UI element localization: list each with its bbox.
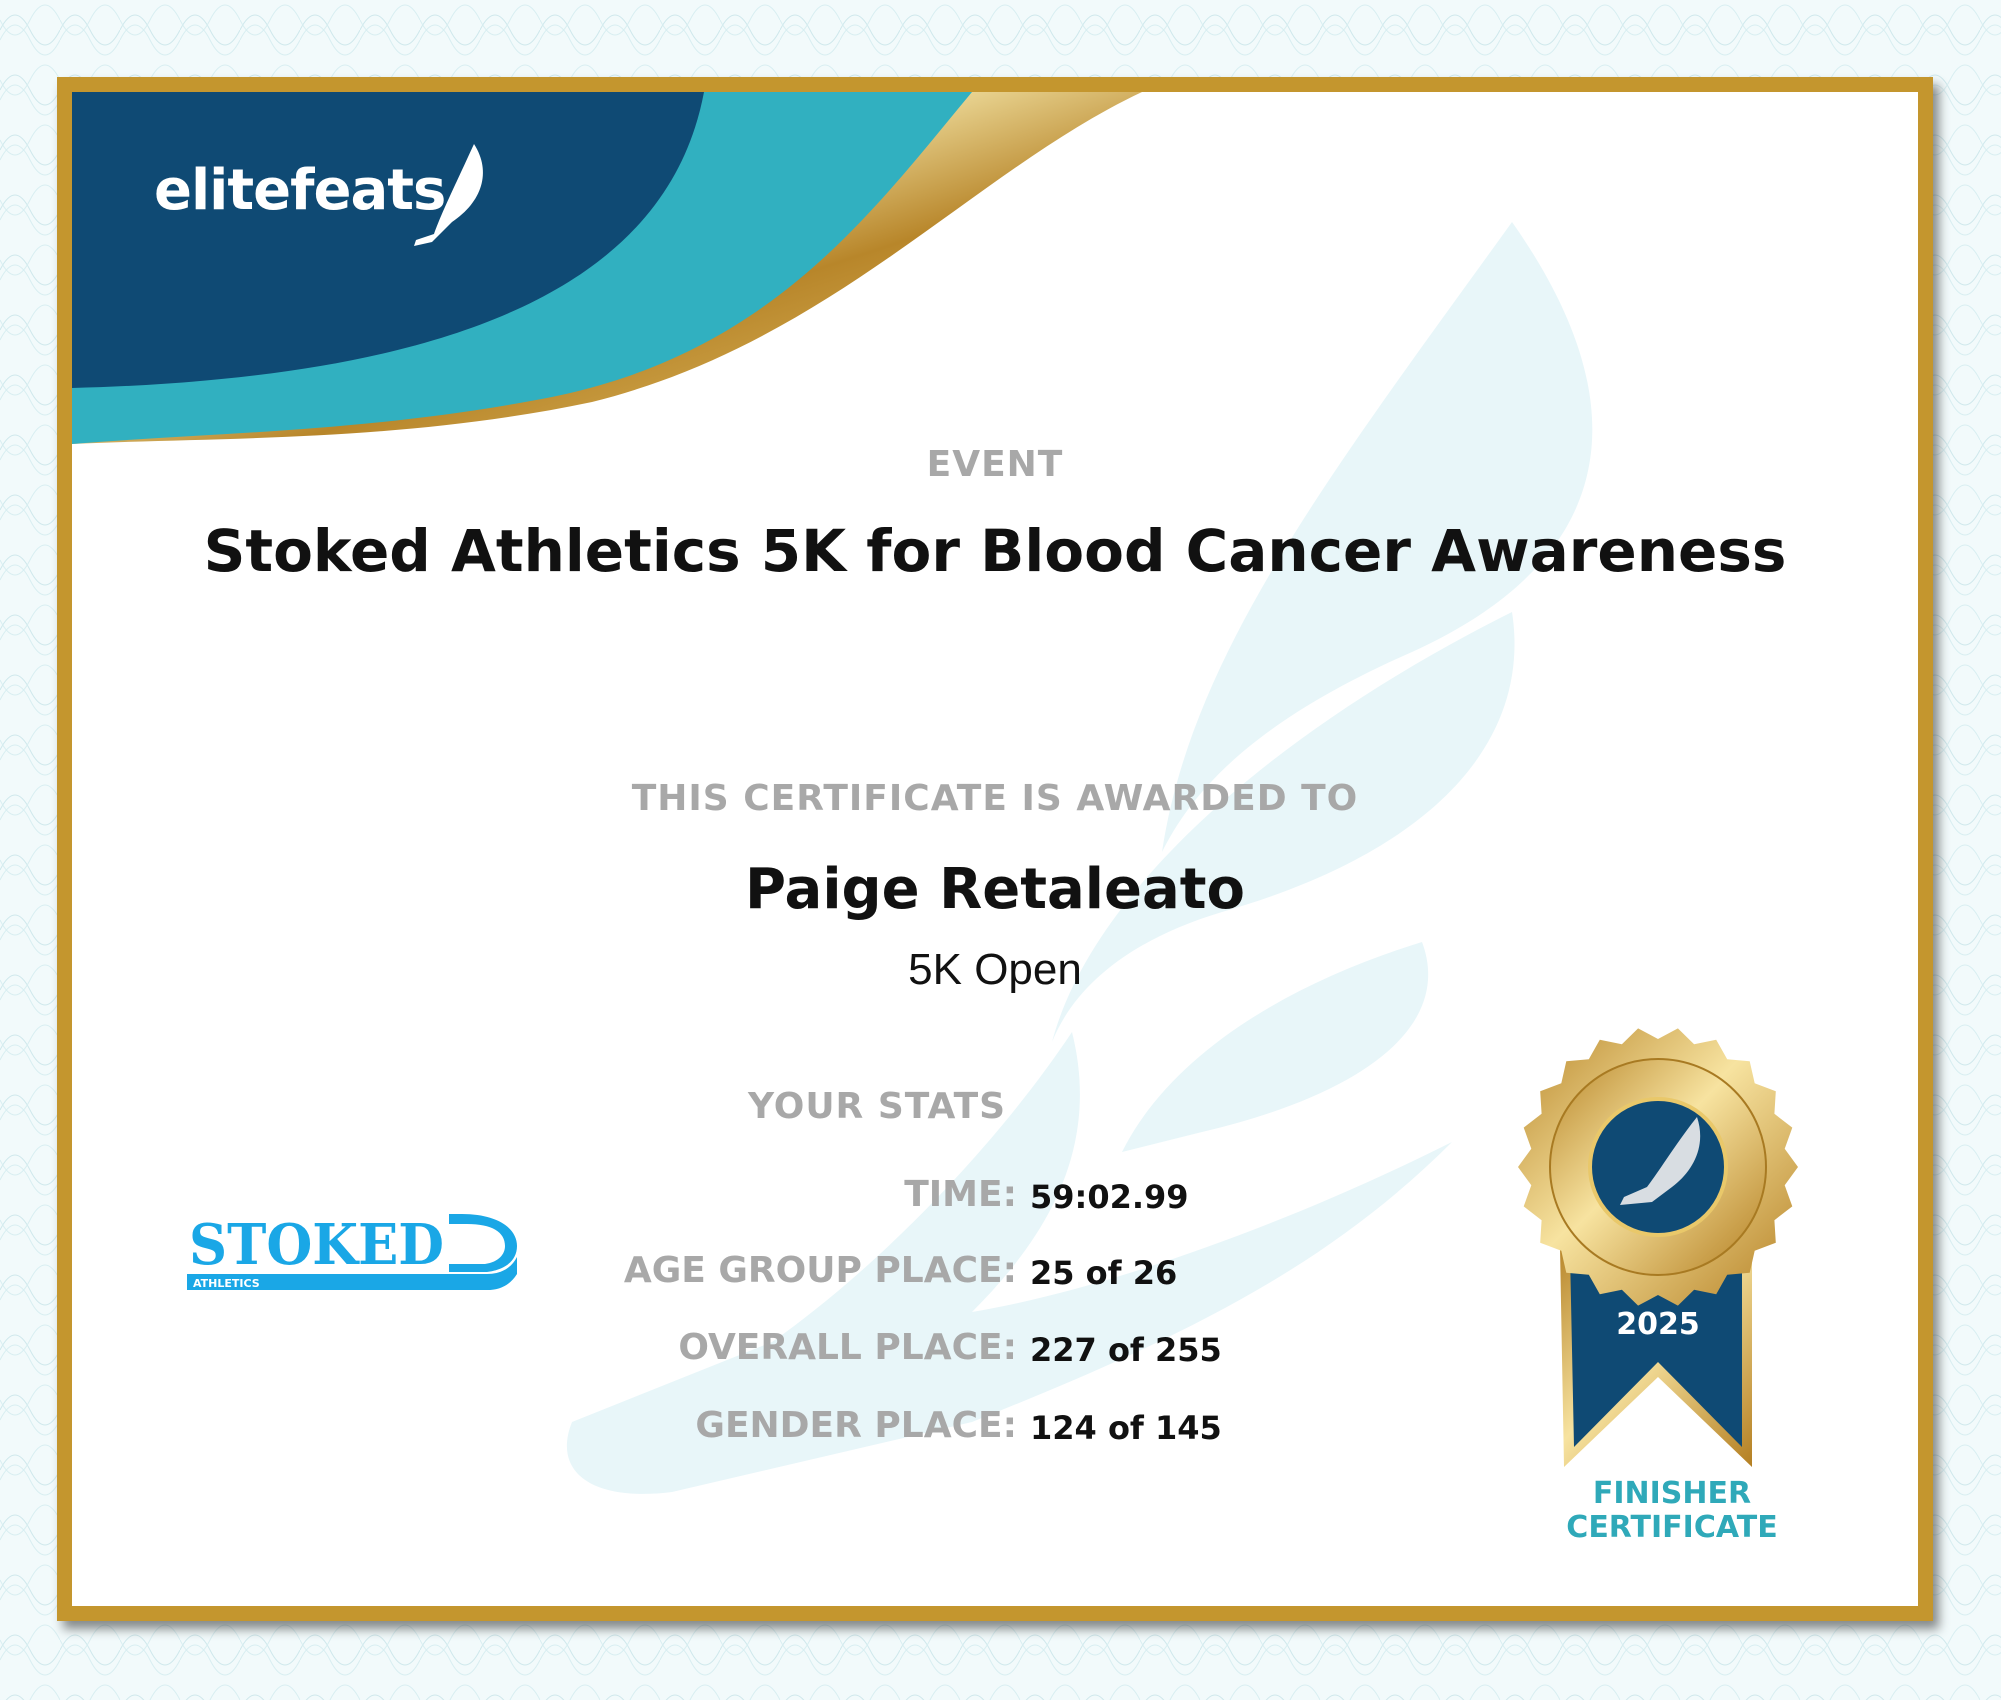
- stat-value: 59:02.99: [1030, 1178, 1189, 1216]
- medal-caption: FINISHER CERTIFICATE: [1452, 1477, 1892, 1545]
- participant-name: Paige Retaleato: [745, 857, 1245, 922]
- event-title: Stoked Athletics 5K for Blood Cancer Awa…: [203, 517, 1787, 585]
- stat-value: 124 of 145: [1030, 1409, 1222, 1447]
- stat-age-group-place: AGE GROUP PLACE: 25 of 26: [72, 1250, 1918, 1300]
- caption-line: FINISHER: [1592, 1476, 1752, 1511]
- winged-foot-watermark: [566, 222, 1593, 1494]
- winged-foot-icon: [1620, 1117, 1701, 1205]
- certificate: elitefeats EVENT Stoked Athletics 5K for…: [57, 77, 1933, 1621]
- finisher-medal: 2025: [1518, 1028, 1798, 1467]
- stat-time: TIME: 59:02.99: [72, 1174, 1918, 1224]
- stat-key: OVERALL PLACE:: [678, 1327, 1017, 1368]
- stoked-athletics-logo: STOKED ATHLETICS: [187, 1212, 517, 1290]
- stat-value: 25 of 26: [1030, 1254, 1178, 1292]
- awarded-label: THIS CERTIFICATE IS AWARDED TO: [631, 778, 1359, 819]
- sponsor-sub: ATHLETICS: [193, 1277, 260, 1290]
- stats-label: YOUR STATS: [747, 1086, 1007, 1127]
- stat-gender-place: GENDER PLACE: 124 of 145: [72, 1405, 1918, 1455]
- sponsor-name: STOKED: [189, 1212, 444, 1278]
- event-label: EVENT: [926, 444, 1064, 485]
- stat-overall-place: OVERALL PLACE: 227 of 255: [72, 1327, 1918, 1377]
- winged-foot-icon: [414, 144, 483, 246]
- stat-key: GENDER PLACE:: [695, 1405, 1017, 1446]
- stat-key: TIME:: [904, 1174, 1017, 1215]
- stat-key: AGE GROUP PLACE:: [623, 1250, 1017, 1291]
- header-wave: [72, 92, 1142, 444]
- medal-year: 2025: [1616, 1307, 1700, 1342]
- division: 5K Open: [908, 945, 1082, 994]
- stat-value: 227 of 255: [1030, 1331, 1222, 1369]
- elitefeats-logo: elitefeats: [154, 158, 446, 223]
- caption-line: CERTIFICATE: [1566, 1510, 1778, 1545]
